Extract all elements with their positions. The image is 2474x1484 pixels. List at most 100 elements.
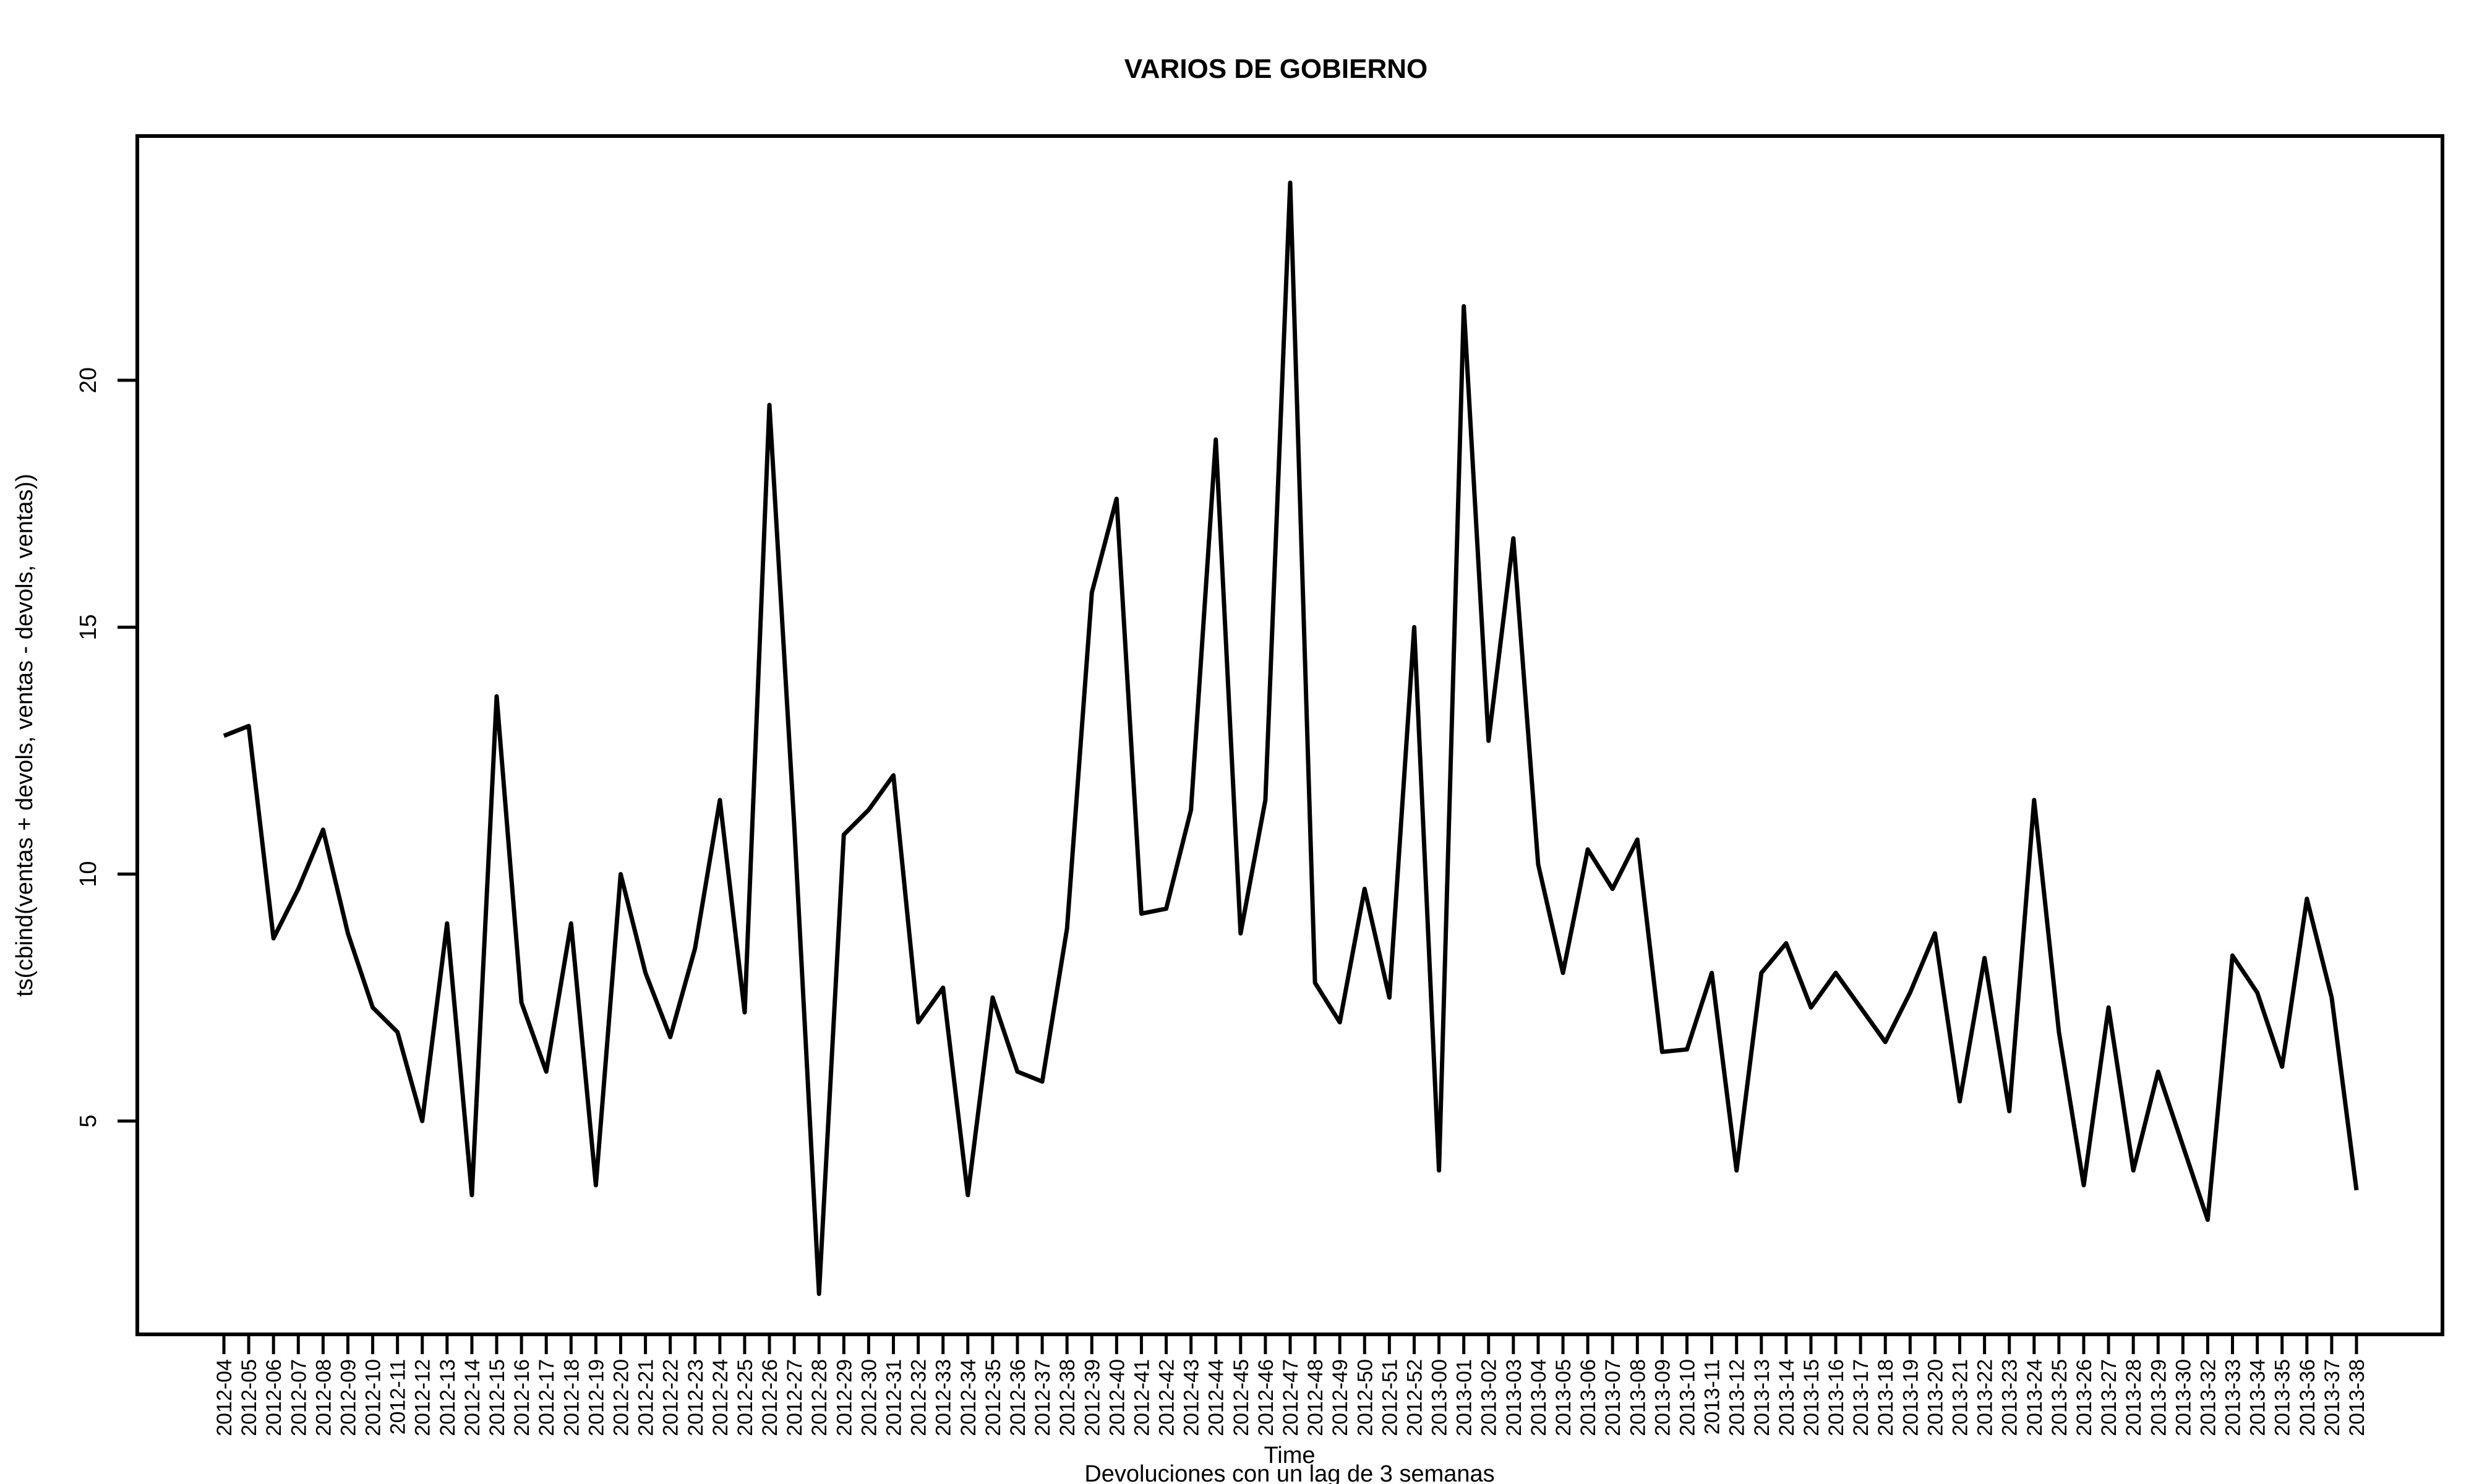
x-tick-label: 2013-24 [2023, 1359, 2047, 1436]
x-tick-label: 2012-47 [1279, 1359, 1303, 1436]
x-tick-label: 2012-20 [609, 1359, 633, 1436]
x-tick-label: 2012-11 [387, 1359, 410, 1435]
x-tick-label: 2013-03 [1502, 1359, 1526, 1436]
x-tick-label: 2013-36 [2296, 1359, 2319, 1436]
x-tick-label: 2012-46 [1254, 1359, 1278, 1436]
x-tick-label: 2012-34 [957, 1359, 980, 1436]
x-tick-label: 2012-35 [982, 1359, 1005, 1436]
x-tick-label: 2013-06 [1577, 1359, 1600, 1436]
x-tick-label: 2013-20 [1924, 1359, 1947, 1436]
x-tick-label: 2012-29 [833, 1359, 856, 1436]
x-tick-label: 2013-05 [1552, 1359, 1575, 1436]
x-tick-label: 2012-26 [758, 1359, 782, 1436]
x-tick-label: 2013-01 [1453, 1359, 1476, 1436]
x-tick-label: 2012-12 [411, 1359, 435, 1436]
y-tick-label: 15 [75, 614, 101, 640]
x-tick-label: 2012-31 [883, 1359, 906, 1436]
x-tick-label: 2012-22 [659, 1359, 683, 1436]
x-tick-label: 2013-17 [1849, 1359, 1873, 1436]
x-tick-label: 2012-25 [734, 1359, 757, 1436]
x-tick-label: 2012-32 [907, 1359, 931, 1436]
x-tick-label: 2012-42 [1155, 1359, 1179, 1436]
x-tick-label: 2013-22 [1974, 1359, 1997, 1436]
x-tick-label: 2012-17 [535, 1359, 559, 1436]
x-tick-label: 2013-19 [1899, 1359, 1922, 1436]
x-tick-label: 2013-34 [2246, 1359, 2270, 1436]
x-tick-label: 2013-35 [2271, 1359, 2295, 1436]
x-tick-label: 2012-23 [684, 1359, 708, 1436]
x-tick-label: 2012-33 [932, 1359, 956, 1436]
y-tick-label: 5 [75, 1114, 101, 1127]
x-axis: 2012-04 2012-05 2012-06 2012-07 2012-08 2012-… [213, 1334, 2369, 1436]
x-tick-label: 2013-12 [1726, 1359, 1749, 1436]
x-tick-label: 2012-43 [1180, 1359, 1204, 1436]
x-tick-label: 2012-39 [1081, 1359, 1104, 1436]
x-tick-label: 2012-19 [584, 1359, 608, 1436]
x-tick-label: 2012-44 [1205, 1359, 1228, 1436]
x-tick-label: 2012-08 [312, 1359, 335, 1436]
x-tick-label: 2013-10 [1676, 1359, 1699, 1436]
x-tick-label: 2013-07 [1601, 1359, 1625, 1436]
x-tick-label: 2012-49 [1329, 1359, 1352, 1436]
x-tick-label: 2012-15 [486, 1359, 509, 1436]
x-tick-label: 2013-09 [1651, 1359, 1674, 1436]
x-tick-label: 2012-27 [783, 1359, 807, 1436]
x-tick-label: 2013-27 [2097, 1359, 2121, 1436]
x-tick-label: 2013-32 [2196, 1359, 2220, 1436]
x-tick-label: 2012-14 [461, 1359, 484, 1436]
x-tick-label: 2013-25 [2048, 1359, 2071, 1436]
y-axis-label: ts(cbind(ventas + devols, ventas - devol… [12, 474, 38, 997]
x-tick-label: 2013-26 [2073, 1359, 2096, 1436]
x-tick-label: 2013-14 [1775, 1359, 1799, 1436]
x-tick-label: 2013-08 [1626, 1359, 1650, 1436]
x-tick-label: 2012-40 [1105, 1359, 1129, 1436]
y-tick-label: 10 [75, 861, 101, 887]
x-tick-label: 2013-21 [1949, 1359, 1972, 1436]
x-axis-label: Time [1264, 1443, 1315, 1469]
x-tick-label: 2012-50 [1353, 1359, 1377, 1436]
x-tick-label: 2013-33 [2222, 1359, 2245, 1436]
x-tick-label: 2013-16 [1825, 1359, 1848, 1436]
x-tick-label: 2012-38 [1056, 1359, 1079, 1436]
x-tick-label: 2012-24 [709, 1359, 732, 1436]
series-line [223, 181, 2359, 1296]
x-tick-label: 2012-48 [1304, 1359, 1327, 1436]
x-tick-label: 2012-36 [1006, 1359, 1030, 1436]
x-tick-label: 2012-05 [238, 1359, 261, 1436]
x-tick-label: 2013-02 [1478, 1359, 1501, 1436]
y-axis: 5 10 15 20 [75, 367, 137, 1128]
x-tick-label: 2013-37 [2321, 1359, 2344, 1436]
x-tick-label: 2012-37 [1031, 1359, 1055, 1436]
x-tick-label: 2012-21 [635, 1359, 658, 1436]
x-tick-label: 2013-13 [1750, 1359, 1774, 1436]
x-tick-label: 2013-30 [2172, 1359, 2195, 1436]
x-tick-label: 2012-13 [436, 1359, 460, 1436]
x-tick-label: 2012-06 [262, 1359, 286, 1436]
x-tick-label: 2013-11 [1701, 1359, 1724, 1435]
x-tick-label: 2012-04 [213, 1359, 236, 1436]
x-tick-label: 2013-15 [1800, 1359, 1823, 1436]
x-tick-label: 2012-28 [808, 1359, 831, 1436]
x-tick-label: 2013-29 [2147, 1359, 2170, 1436]
x-tick-label: 2012-30 [857, 1359, 881, 1436]
x-tick-label: 2012-07 [287, 1359, 310, 1436]
x-tick-label: 2012-45 [1230, 1359, 1253, 1436]
y-tick-label: 20 [75, 367, 101, 393]
x-tick-label: 2013-23 [1998, 1359, 2022, 1436]
plot-frame [135, 134, 2444, 1336]
x-axis-subtitle: Devoluciones con un lag de 3 semanas [1084, 1461, 1494, 1484]
x-tick-label: 2013-00 [1428, 1359, 1452, 1436]
x-tick-label: 2013-38 [2345, 1359, 2369, 1436]
x-tick-label: 2013-04 [1527, 1359, 1551, 1436]
x-tick-label: 2012-10 [362, 1359, 385, 1436]
x-tick-label: 2013-18 [1874, 1359, 1898, 1436]
x-tick-label: 2012-09 [336, 1359, 360, 1436]
chart-title: VARIOS DE GOBIERNO [1124, 54, 1428, 84]
x-tick-label: 2012-18 [560, 1359, 583, 1436]
x-tick-label: 2012-52 [1403, 1359, 1426, 1436]
x-tick-label: 2012-41 [1130, 1359, 1154, 1436]
x-tick-label: 2012-51 [1378, 1359, 1402, 1436]
x-tick-label: 2012-16 [510, 1359, 534, 1436]
x-tick-label: 2013-28 [2122, 1359, 2146, 1436]
